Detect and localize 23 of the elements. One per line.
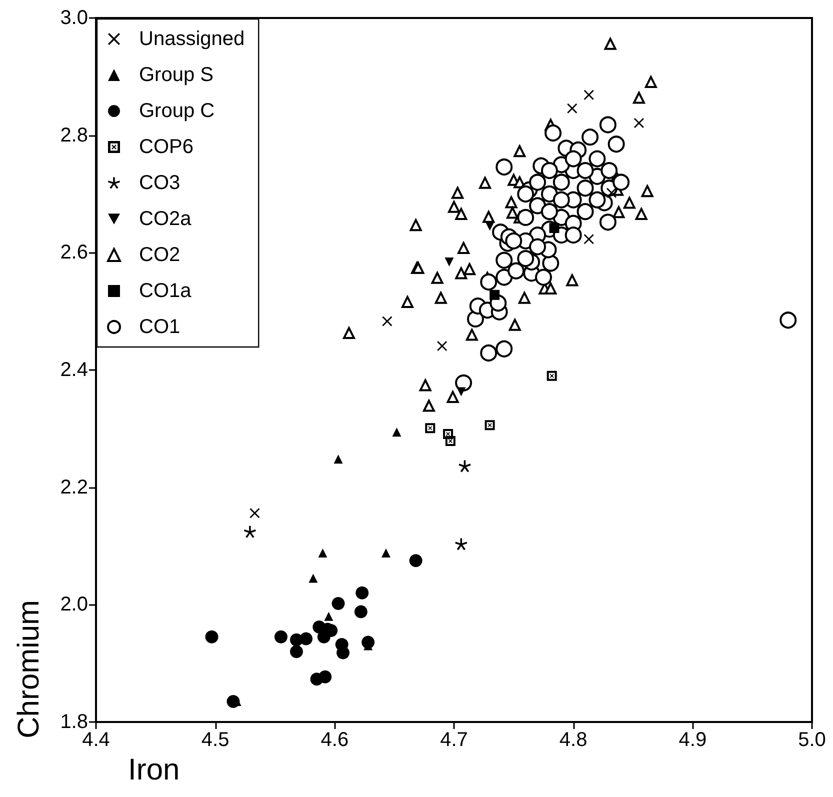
y-tick-label: 2.6 <box>60 242 88 264</box>
legend-label: CO2a <box>139 208 192 230</box>
y-tick-label: 2.0 <box>60 594 88 616</box>
legend-label: CO1a <box>139 280 192 302</box>
y-tick-label: 2.4 <box>60 359 88 381</box>
legend-label: Unassigned <box>139 28 245 50</box>
legend-label: COP6 <box>139 136 194 158</box>
x-tick-label: 4.6 <box>320 729 349 751</box>
x-tick-label: 4.7 <box>440 729 468 751</box>
x-tick-label: 5.0 <box>798 729 826 751</box>
legend-label: CO2 <box>139 244 180 266</box>
legend-label: CO3 <box>139 172 180 194</box>
x-tick-label: 4.5 <box>201 729 230 751</box>
legend-label: Group C <box>139 100 215 122</box>
legend-label: Group S <box>139 64 214 86</box>
legend-label: CO1 <box>139 316 180 338</box>
x-axis-title: Iron <box>128 754 180 786</box>
y-axis-title: Chromium <box>12 600 46 738</box>
x-tick-label: 4.9 <box>678 729 707 751</box>
y-tick-label: 2.2 <box>60 476 88 498</box>
x-tick-label: 4.8 <box>559 729 588 751</box>
y-tick-label: 3.0 <box>60 7 88 29</box>
y-tick-label: 2.8 <box>60 124 88 146</box>
